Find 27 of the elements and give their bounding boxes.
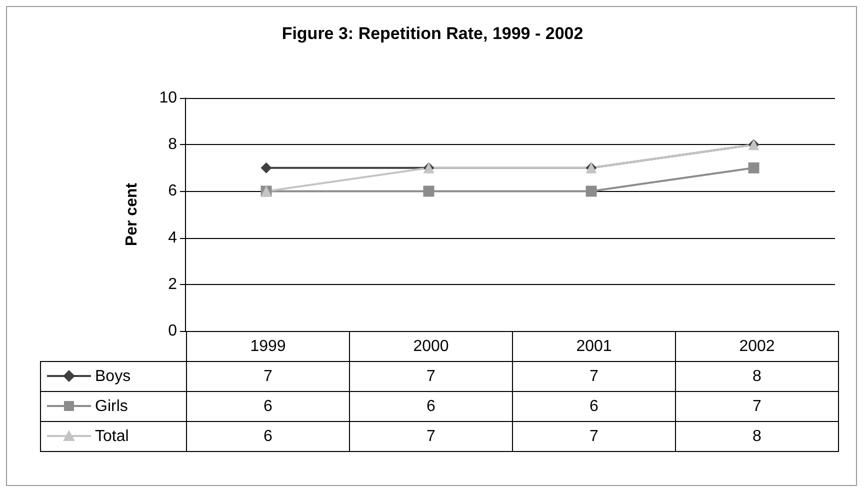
y-tick-label: 10 [159,90,178,106]
data-label: 6 [186,422,350,452]
data-label: 8 [676,362,838,392]
x-tick-label: 2000 [350,332,512,362]
y-tick-label: 6 [168,182,178,200]
y-tick-label: 4 [168,229,178,246]
chart-title: Figure 3: Repetition Rate, 1999 - 2002 [282,24,584,43]
data-label: 6 [512,392,676,422]
data-label: 7 [350,422,512,452]
data-label: 7 [512,362,676,392]
data-label: 6 [350,392,512,422]
x-tick-label: 2001 [512,332,676,362]
data-label: 7 [350,362,512,392]
data-label: 7 [512,422,676,452]
legend-label: Boys [40,362,186,392]
y-axis-title: Per cent [124,182,140,246]
y-tick-label: 0 [168,322,178,340]
data-label: 6 [186,392,350,422]
x-tick-label: 1999 [186,332,350,362]
data-label: 7 [186,362,350,392]
data-label: 8 [676,422,838,452]
x-tick-label: 2002 [676,332,838,362]
y-tick-label: 2 [168,276,178,293]
data-label: 7 [676,392,838,422]
legend-label: Total [40,422,186,452]
legend-label: Girls [40,392,186,422]
y-tick-label: 8 [168,136,178,154]
